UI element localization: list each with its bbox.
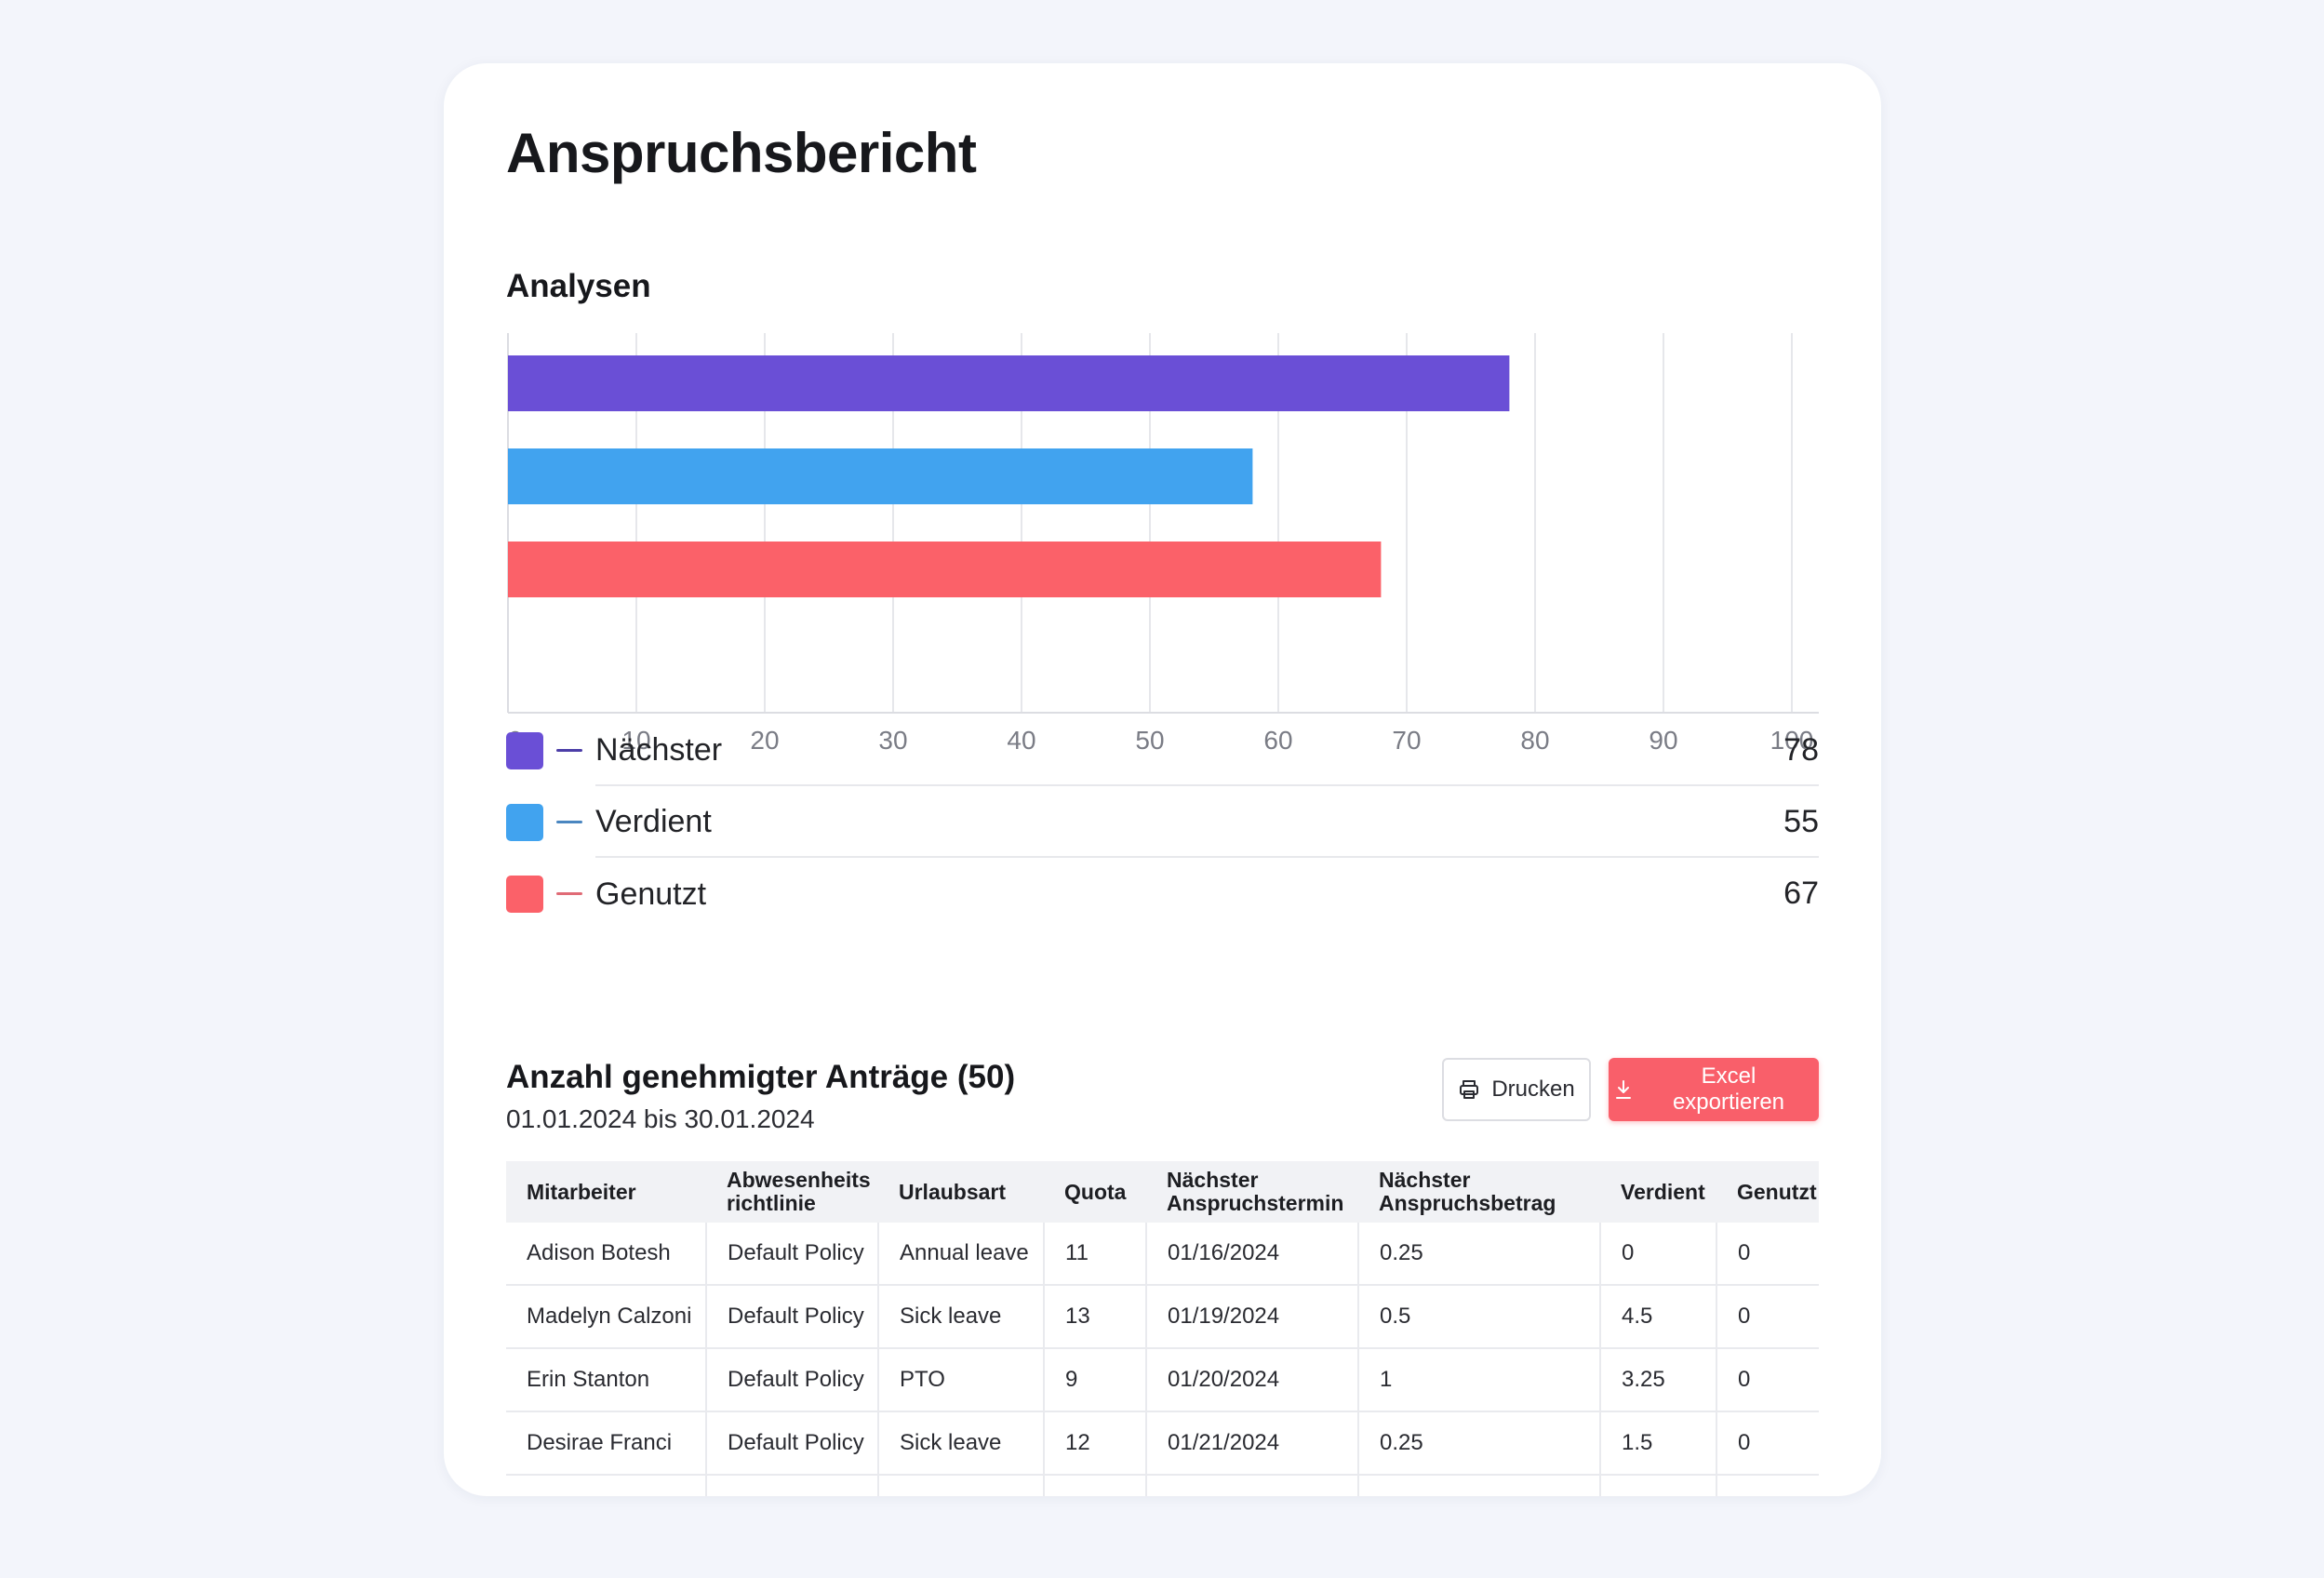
column-header[interactable]: Nächster Anspruchsbetrag xyxy=(1358,1161,1600,1223)
table-cell: Annual leave xyxy=(878,1223,1045,1286)
table-cell: 01/21/2024 xyxy=(1146,1411,1359,1476)
x-tick-label: 50 xyxy=(1135,726,1164,755)
x-tick-label: 90 xyxy=(1649,726,1677,755)
table-cell: 1 xyxy=(1358,1348,1601,1412)
table-row[interactable]: Martin CurtisDefault PolicyPTO1601/26/20… xyxy=(506,1475,1819,1496)
table-cell: 16 xyxy=(1044,1475,1147,1496)
legend-row-earned: Verdient 55 xyxy=(506,786,1819,858)
column-header[interactable]: Genutzt xyxy=(1716,1161,1819,1223)
legend-dash-earned xyxy=(556,821,582,823)
bar-genutzt[interactable] xyxy=(508,542,1382,597)
legend-value-next: 78 xyxy=(1783,732,1819,768)
table-row[interactable]: Adison Botesh Default Policy Annual leave 1… xyxy=(506,1223,1819,1286)
x-tick-label: 60 xyxy=(1263,726,1292,755)
approved-requests-title: Anzahl genehmigter Anträge (50) xyxy=(506,1059,1016,1095)
table-cell: PTO xyxy=(878,1475,1045,1496)
table-cell: 2.5 xyxy=(1600,1475,1717,1496)
table-cell: 11 xyxy=(1044,1223,1147,1286)
table-cell: Default Policy xyxy=(706,1411,879,1476)
table-cell: 01/26/2024 xyxy=(1146,1475,1359,1496)
legend-label-used: Genutzt xyxy=(595,876,707,912)
table-row[interactable]: Erin Stanton Default Policy PTO 9 01/20/2024… xyxy=(506,1348,1819,1412)
legend-swatch-earned xyxy=(506,803,543,841)
table-cell: 9 xyxy=(1044,1348,1147,1412)
date-range: 01.01.2024 bis 30.01.2024 xyxy=(506,1104,815,1133)
print-button[interactable]: Drucken xyxy=(1442,1058,1591,1121)
table-cell: Desirae Franci xyxy=(506,1411,707,1476)
table-cell: 0 xyxy=(1600,1223,1717,1286)
table-cell: 0.25 xyxy=(1358,1223,1601,1286)
table-cell: 0.5 xyxy=(1358,1285,1601,1349)
table-cell: Adison Botesh xyxy=(506,1223,707,1286)
x-tick-label: 40 xyxy=(1007,726,1035,755)
table-cell: 01/20/2024 xyxy=(1146,1348,1359,1412)
table-cell: 0 xyxy=(1716,1223,1819,1286)
table-row[interactable]: Madelyn Calzoni Default Policy Sick leave 1… xyxy=(506,1285,1819,1349)
legend-value-used: 67 xyxy=(1783,876,1819,911)
table-cell: 1.5 xyxy=(1358,1475,1601,1496)
table-cell: Sick leave xyxy=(878,1411,1045,1476)
legend-swatch-next xyxy=(506,731,543,769)
x-tick-label: 10 xyxy=(621,726,650,755)
table-cell: Default Policy xyxy=(706,1475,879,1496)
x-tick-label: 20 xyxy=(750,726,779,755)
table-cell: PTO xyxy=(878,1348,1045,1412)
approved-requests-table: Mitarbeiter Abwesenheits richtlinie Urlaub… xyxy=(506,1161,1819,1496)
table-cell: Default Policy xyxy=(706,1348,879,1412)
chart-svg: 0102030405060708090100 xyxy=(507,333,1819,755)
table-cell: 13 xyxy=(1044,1285,1147,1349)
column-header[interactable]: Nächster Anspruchstermin xyxy=(1146,1161,1358,1223)
column-header[interactable]: Urlaubsart xyxy=(878,1161,1044,1223)
legend-dash-used xyxy=(556,892,582,895)
download-icon xyxy=(1614,1079,1633,1100)
table-cell: 3.25 xyxy=(1600,1348,1717,1412)
column-header[interactable]: Quota xyxy=(1044,1161,1146,1223)
legend-row-used: Genutzt 67 xyxy=(506,858,1819,929)
table-cell: 01/16/2024 xyxy=(1146,1223,1359,1286)
legend-label-earned: Verdient xyxy=(595,786,1819,858)
table-cell: Martin Curtis xyxy=(506,1475,707,1496)
table-cell: 0 xyxy=(1716,1411,1819,1476)
print-button-label: Drucken xyxy=(1491,1077,1575,1102)
table-row[interactable]: Desirae Franci Default Policy Sick leave 12… xyxy=(506,1411,1819,1476)
table-cell: Default Policy xyxy=(706,1223,879,1286)
legend-swatch-used xyxy=(506,875,543,913)
table-cell: Madelyn Calzoni xyxy=(506,1285,707,1349)
chart-legend: Nächster 78 Verdient 55 Genutzt 67 xyxy=(506,715,1819,929)
table-cell: Sick leave xyxy=(878,1285,1045,1349)
table-cell: 0.25 xyxy=(1358,1411,1601,1476)
table-cell: 01/19/2024 xyxy=(1146,1285,1359,1349)
x-tick-label: 70 xyxy=(1392,726,1421,755)
table-cell: 0 xyxy=(1716,1285,1819,1349)
table-cell: 1.5 xyxy=(1600,1411,1717,1476)
table-cell: 0 xyxy=(1716,1475,1819,1496)
bar-verdient[interactable] xyxy=(508,448,1253,504)
legend-row-next: Nächster 78 xyxy=(506,715,1819,786)
bar-nächster[interactable] xyxy=(508,355,1510,411)
report-card: Anspruchsbericht Analysen 01020304050607… xyxy=(444,63,1881,1496)
table-body: Adison Botesh Default Policy Annual leave 1… xyxy=(506,1223,1819,1496)
column-header[interactable]: Mitarbeiter xyxy=(506,1161,706,1223)
column-header[interactable]: Abwesenheits richtlinie xyxy=(706,1161,878,1223)
table-cell: Default Policy xyxy=(706,1285,879,1349)
export-excel-button[interactable]: Excel exportieren xyxy=(1609,1058,1819,1121)
column-header[interactable]: Verdient xyxy=(1600,1161,1716,1223)
analytics-title: Analysen xyxy=(506,268,651,304)
entitlement-bar-chart: 0102030405060708090100 xyxy=(506,333,1819,761)
legend-label-next: Nächster xyxy=(595,715,1819,786)
table-cell: 4.5 xyxy=(1600,1285,1717,1349)
table-header: Mitarbeiter Abwesenheits richtlinie Urlaub… xyxy=(506,1161,1819,1223)
x-tick-label: 100 xyxy=(1770,726,1814,755)
table-header-row: Mitarbeiter Abwesenheits richtlinie Urlaub… xyxy=(506,1161,1819,1223)
x-tick-label: 80 xyxy=(1520,726,1549,755)
table-cell: 12 xyxy=(1044,1411,1147,1476)
legend-dash-next xyxy=(556,749,582,752)
legend-value-earned: 55 xyxy=(1783,804,1819,839)
export-button-label: Excel exportieren xyxy=(1672,1063,1785,1115)
x-tick-label: 30 xyxy=(878,726,907,755)
printer-icon xyxy=(1458,1078,1480,1101)
page-title: Anspruchsbericht xyxy=(506,122,977,184)
table-cell: 0 xyxy=(1716,1348,1819,1412)
table-cell: Erin Stanton xyxy=(506,1348,707,1412)
